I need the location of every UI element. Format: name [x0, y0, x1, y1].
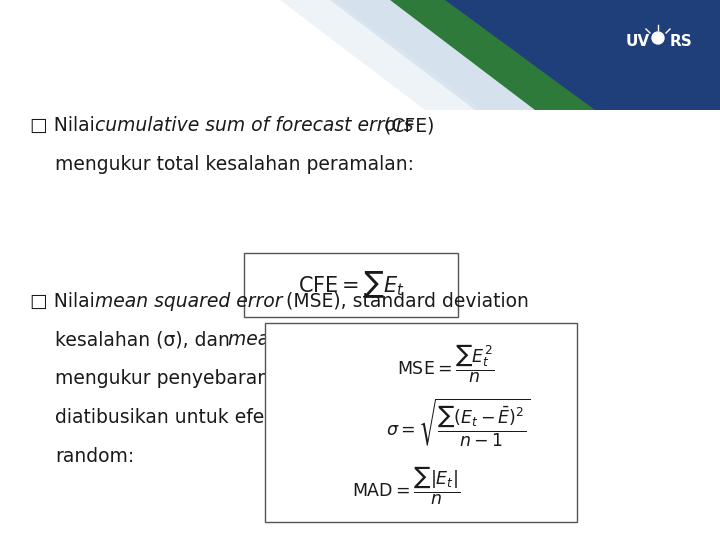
Text: □ Nilai: □ Nilai	[30, 292, 101, 310]
Text: $\mathrm{MAD} = \dfrac{\sum|E_t|}{n}$: $\mathrm{MAD} = \dfrac{\sum|E_t|}{n}$	[351, 464, 460, 507]
Text: $\mathrm{CFE} = \sum E_t$: $\mathrm{CFE} = \sum E_t$	[297, 269, 405, 300]
Text: random:: random:	[55, 447, 134, 466]
Text: diatibusikan untuk efek trend, seasonal, cyclical, atau: diatibusikan untuk efek trend, seasonal,…	[55, 408, 561, 427]
Text: RS: RS	[670, 35, 693, 50]
Text: $\mathrm{MSE} = \dfrac{\sum E_t^2}{n}$: $\mathrm{MSE} = \dfrac{\sum E_t^2}{n}$	[397, 342, 495, 384]
Text: □ Nilai: □ Nilai	[30, 116, 101, 135]
Text: mean absolute deviation: mean absolute deviation	[228, 330, 461, 349]
Text: $\sigma = \sqrt{\dfrac{\sum(E_t - \bar{E})^2}{n-1}}$: $\sigma = \sqrt{\dfrac{\sum(E_t - \bar{E…	[386, 396, 531, 449]
Polygon shape	[390, 0, 595, 110]
Circle shape	[652, 32, 664, 44]
FancyBboxPatch shape	[244, 253, 458, 317]
Text: mean squared error: mean squared error	[95, 292, 282, 310]
Text: (CFE): (CFE)	[378, 116, 434, 135]
Text: kesalahan (σ), dan: kesalahan (σ), dan	[55, 330, 236, 349]
FancyBboxPatch shape	[266, 323, 577, 522]
Polygon shape	[330, 0, 540, 110]
Text: (MAD): (MAD)	[440, 330, 504, 349]
Text: mengukur total kesalahan peramalan:: mengukur total kesalahan peramalan:	[55, 155, 414, 174]
Text: cumulative sum of forecast errors: cumulative sum of forecast errors	[95, 116, 413, 135]
Text: mengukur penyebaran kesalahan peramalan yang: mengukur penyebaran kesalahan peramalan …	[55, 369, 530, 388]
Text: (MSE), standard deviation: (MSE), standard deviation	[280, 292, 529, 310]
Text: UV: UV	[626, 35, 650, 50]
Polygon shape	[280, 0, 482, 110]
Polygon shape	[420, 0, 720, 110]
